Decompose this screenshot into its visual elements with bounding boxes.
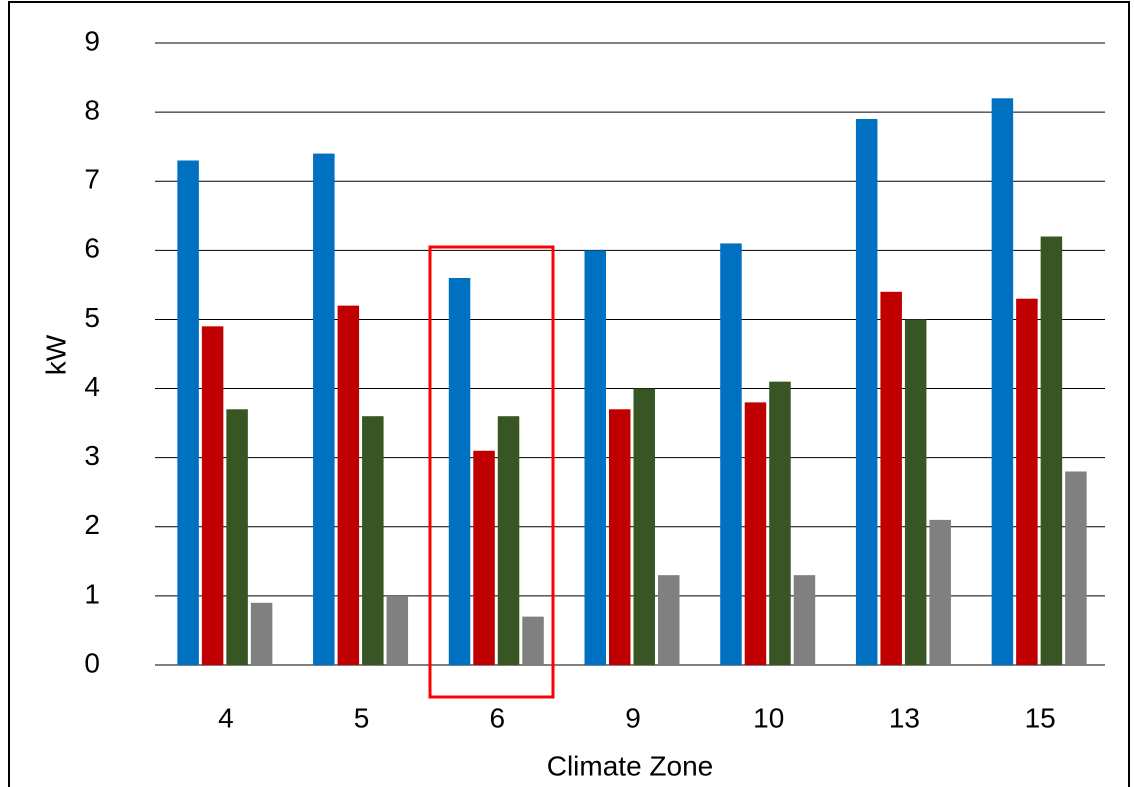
bar	[202, 326, 224, 665]
x-axis-title: Climate Zone	[547, 750, 714, 781]
bar	[226, 409, 248, 665]
y-tick-label: 2	[84, 509, 100, 540]
bar	[609, 409, 631, 665]
bar	[880, 292, 902, 665]
bar	[387, 596, 409, 665]
bar	[658, 575, 680, 665]
y-tick-label: 5	[84, 302, 100, 333]
y-axis-title: kW	[40, 334, 71, 375]
bar	[585, 250, 607, 665]
x-tick-label: 10	[753, 702, 784, 733]
bar	[177, 160, 199, 665]
x-tick-label: 9	[625, 702, 641, 733]
bar	[313, 154, 335, 665]
bar	[769, 382, 791, 665]
y-tick-label: 6	[84, 233, 100, 264]
bar	[856, 119, 878, 665]
x-tick-label: 5	[354, 702, 370, 733]
bar	[1016, 299, 1037, 665]
bar	[1041, 237, 1063, 665]
bar	[251, 603, 273, 665]
y-tick-label: 7	[84, 164, 100, 195]
y-tick-label: 4	[84, 371, 100, 402]
y-tick-label: 8	[84, 95, 100, 126]
bar	[1065, 471, 1087, 665]
bars	[177, 98, 1086, 665]
y-tick-label: 1	[84, 578, 100, 609]
bar	[794, 575, 816, 665]
x-tick-label: 15	[1025, 702, 1056, 733]
y-tick-label: 9	[84, 25, 100, 56]
bar	[498, 416, 520, 665]
y-tick-label: 3	[84, 440, 100, 471]
bar	[745, 402, 767, 665]
bar	[473, 451, 495, 665]
bar	[338, 306, 360, 665]
bar	[449, 278, 471, 665]
bar	[929, 520, 951, 665]
x-tick-label: 4	[218, 702, 234, 733]
chart-border	[9, 2, 1129, 787]
x-tick-label: 6	[489, 702, 505, 733]
bar	[720, 243, 742, 665]
bar	[634, 389, 656, 665]
bar	[905, 319, 927, 665]
bar	[992, 98, 1014, 665]
chart: Climate Zone kW 0 1 2 3 4 5 6 7 8 9 4 5 6 9 10 13 15	[0, 0, 1134, 787]
bar	[522, 617, 544, 665]
bar	[362, 416, 384, 665]
x-tick-label: 13	[889, 702, 920, 733]
y-tick-label: 0	[84, 647, 100, 678]
